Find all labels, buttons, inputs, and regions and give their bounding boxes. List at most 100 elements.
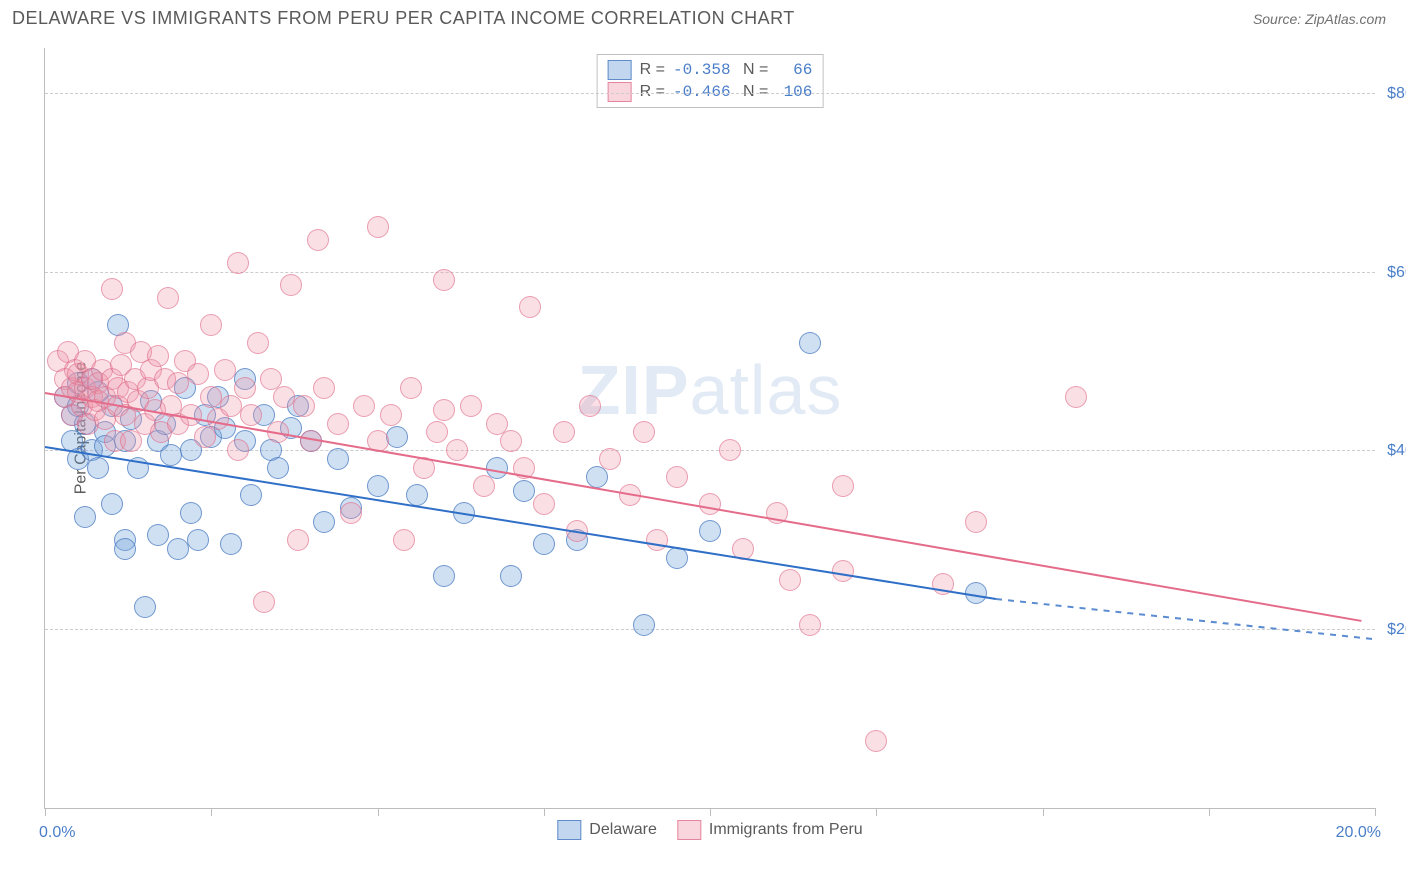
data-point: [599, 448, 621, 470]
data-point: [134, 596, 156, 618]
data-point: [200, 314, 222, 336]
data-point: [460, 395, 482, 417]
data-point: [313, 377, 335, 399]
y-tick-label: $40,000: [1381, 442, 1406, 460]
data-point: [240, 404, 262, 426]
data-point: [157, 287, 179, 309]
data-point: [832, 560, 854, 582]
data-point: [865, 730, 887, 752]
x-tick: [1209, 808, 1210, 816]
x-tick: [211, 808, 212, 816]
data-point: [101, 278, 123, 300]
x-tick: [45, 808, 46, 816]
data-point: [513, 480, 535, 502]
data-point: [247, 332, 269, 354]
data-point: [586, 466, 608, 488]
y-tick-label: $20,000: [1381, 621, 1406, 639]
data-point: [779, 569, 801, 591]
data-point: [327, 413, 349, 435]
n-value: 66: [776, 61, 812, 79]
data-point: [273, 386, 295, 408]
legend-row: R =-0.358 N =66: [608, 59, 813, 81]
data-point: [167, 372, 189, 394]
data-point: [519, 296, 541, 318]
chart-title: DELAWARE VS IMMIGRANTS FROM PERU PER CAP…: [12, 8, 795, 29]
x-tick: [378, 808, 379, 816]
correlation-legend: R =-0.358 N =66R =-0.466 N =106: [597, 54, 824, 108]
data-point: [187, 529, 209, 551]
r-label: R =: [640, 61, 665, 79]
data-point: [313, 511, 335, 533]
data-point: [380, 404, 402, 426]
data-point: [353, 395, 375, 417]
legend-label: Immigrants from Peru: [709, 821, 863, 839]
data-point: [406, 484, 428, 506]
y-tick-label: $60,000: [1381, 264, 1406, 282]
data-point: [367, 216, 389, 238]
data-point: [367, 475, 389, 497]
data-point: [180, 404, 202, 426]
data-point: [187, 363, 209, 385]
watermark-bold: ZIP: [578, 351, 690, 429]
trend-line: [996, 598, 1375, 640]
data-point: [799, 614, 821, 636]
data-point: [147, 345, 169, 367]
gridline: $80,000: [45, 93, 1375, 94]
legend-swatch: [557, 820, 581, 840]
legend-swatch: [677, 820, 701, 840]
x-tick: [544, 808, 545, 816]
data-point: [719, 439, 741, 461]
gridline: $60,000: [45, 272, 1375, 273]
data-point: [433, 565, 455, 587]
x-tick: [1043, 808, 1044, 816]
data-point: [386, 426, 408, 448]
data-point: [1065, 386, 1087, 408]
series-legend: Delaware Immigrants from Peru: [557, 820, 862, 840]
y-tick-label: $80,000: [1381, 85, 1406, 103]
data-point: [579, 395, 601, 417]
data-point: [74, 506, 96, 528]
data-point: [267, 457, 289, 479]
data-point: [533, 493, 555, 515]
x-tick: [1375, 808, 1376, 816]
trend-line: [45, 392, 1362, 622]
watermark: ZIPatlas: [578, 350, 843, 430]
x-tick: [876, 808, 877, 816]
data-point: [214, 359, 236, 381]
data-point: [832, 475, 854, 497]
gridline: $20,000: [45, 629, 1375, 630]
data-point: [227, 439, 249, 461]
n-label: N =: [739, 61, 769, 79]
legend-item: Immigrants from Peru: [677, 820, 863, 840]
data-point: [87, 457, 109, 479]
x-axis-max-label: 20.0%: [1336, 824, 1381, 842]
data-point: [101, 493, 123, 515]
legend-item: Delaware: [557, 820, 657, 840]
data-point: [340, 502, 362, 524]
data-point: [167, 538, 189, 560]
data-point: [473, 475, 495, 497]
data-point: [307, 229, 329, 251]
data-point: [240, 484, 262, 506]
data-point: [666, 466, 688, 488]
data-point: [633, 421, 655, 443]
data-point: [180, 502, 202, 524]
data-point: [220, 395, 242, 417]
data-point: [147, 524, 169, 546]
data-point: [646, 529, 668, 551]
data-point: [393, 529, 415, 551]
header: DELAWARE VS IMMIGRANTS FROM PERU PER CAP…: [0, 0, 1406, 33]
data-point: [633, 614, 655, 636]
data-point: [699, 493, 721, 515]
data-point: [200, 386, 222, 408]
data-point: [280, 274, 302, 296]
data-point: [446, 439, 468, 461]
data-point: [253, 591, 275, 613]
data-point: [160, 444, 182, 466]
data-point: [220, 533, 242, 555]
data-point: [426, 421, 448, 443]
source-attribution: Source: ZipAtlas.com: [1253, 11, 1386, 27]
scatter-chart: Per Capita Income ZIPatlas 0.0% 20.0% R …: [44, 48, 1375, 809]
data-point: [433, 269, 455, 291]
data-point: [120, 430, 142, 452]
